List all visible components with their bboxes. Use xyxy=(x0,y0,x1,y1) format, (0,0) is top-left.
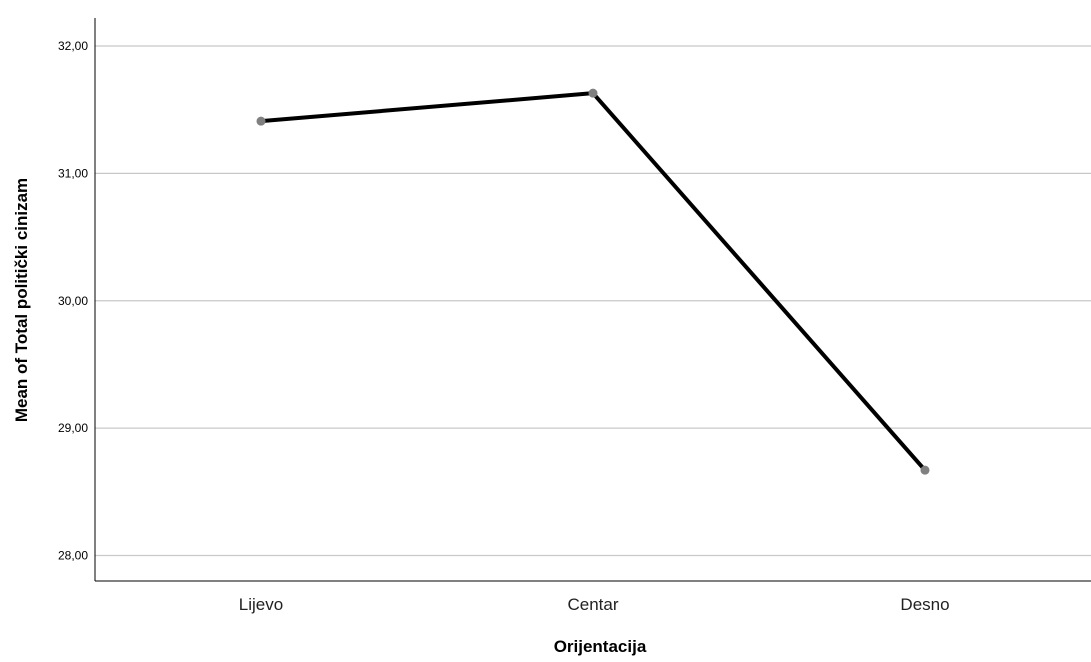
y-axis-title: Mean of Total politički cinizam xyxy=(12,178,31,422)
series-line-0 xyxy=(259,91,927,473)
axes xyxy=(94,18,1091,582)
data-point-centar xyxy=(588,88,598,98)
x-axis-title: Orijentacija xyxy=(554,637,647,656)
y-tick-label-3: 31,00 xyxy=(58,166,88,180)
data-point-lijevo xyxy=(256,116,266,126)
x-tick-labels: Lijevo Centar Desno xyxy=(239,595,950,614)
x-tick-label-desno: Desno xyxy=(900,595,949,614)
x-tick-label-centar: Centar xyxy=(567,595,618,614)
y-tick-label-0: 28,00 xyxy=(58,549,88,563)
y-tick-label-4: 32,00 xyxy=(58,39,88,53)
y-tick-label-2: 30,00 xyxy=(58,294,88,308)
y-tick-label-1: 29,00 xyxy=(58,421,88,435)
y-tick-labels: 28,00 29,00 30,00 31,00 32,00 xyxy=(58,39,88,563)
series-layer xyxy=(256,88,930,475)
x-tick-label-lijevo: Lijevo xyxy=(239,595,283,614)
data-point-desno xyxy=(920,465,930,475)
gridlines xyxy=(95,45,1091,557)
